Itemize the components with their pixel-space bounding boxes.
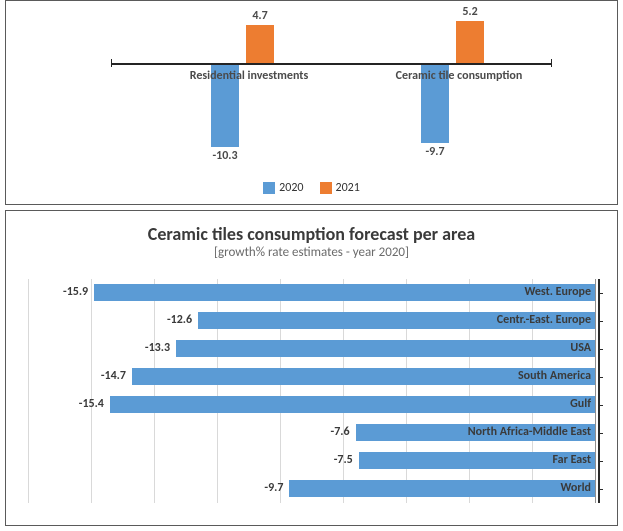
hbar-value: -14.7	[101, 369, 132, 383]
hbar-category: Gulf	[570, 397, 591, 411]
x-axis	[111, 63, 551, 65]
legend-label: 2020	[279, 181, 303, 195]
right-tick	[598, 433, 603, 434]
hbar-category: South America	[518, 369, 591, 383]
table-row: -12.6 Centr.-East. Europe	[24, 307, 599, 335]
bottom-chart: -15.9 West. Europe -12.6 Centr.-East. Europ…	[24, 277, 599, 507]
hbar-category: Far East	[552, 453, 591, 467]
hbar-value: -15.4	[79, 397, 110, 411]
hbar-value: -12.6	[167, 313, 198, 327]
bottom-subtitle: [growth% rate estimates - year 2020]	[16, 245, 607, 260]
right-tick	[598, 321, 603, 322]
hbar-value: -15.9	[63, 285, 94, 299]
axis-end-tick	[111, 59, 112, 67]
top-legend: 2020 2021	[6, 181, 617, 198]
top-category-label: Ceramic tile consumption	[396, 69, 523, 83]
hbar-category: World	[560, 481, 591, 495]
right-tick	[598, 377, 603, 378]
right-tick	[598, 405, 603, 406]
legend-item: 2020	[263, 181, 303, 195]
table-row: -9.7 World	[24, 475, 599, 503]
hbar-value: -13.3	[145, 341, 176, 355]
right-tick	[598, 293, 603, 294]
axis-end-tick	[551, 59, 552, 67]
top-bar	[456, 21, 484, 63]
hbar-category: North Africa-Middle East	[468, 425, 591, 439]
table-row: -7.6 North Africa-Middle East	[24, 419, 599, 447]
legend-swatch	[263, 182, 275, 194]
table-row: -13.3 USA	[24, 335, 599, 363]
hbar	[110, 396, 595, 413]
table-row: -7.5 Far East	[24, 447, 599, 475]
table-row: -15.4 Gulf	[24, 391, 599, 419]
page: -10.3 4.7 -9.7 5.2 Residential investments Ce…	[0, 0, 623, 531]
legend-label: 2021	[336, 181, 360, 195]
top-category-label: Residential investments	[190, 69, 309, 83]
hbar-category: West. Europe	[524, 285, 591, 299]
right-tick	[598, 489, 603, 490]
hbar	[289, 480, 595, 497]
hbar-value: -9.7	[264, 481, 289, 495]
hbar	[94, 284, 595, 301]
top-bar	[246, 25, 274, 63]
bottom-title: Ceramic tiles consumption forecast per a…	[16, 223, 607, 245]
top-bar-value: 5.2	[462, 5, 477, 19]
right-tick	[598, 461, 603, 462]
top-chart: -10.3 4.7 -9.7 5.2 Residential investments Ce…	[111, 1, 551, 161]
panel-bottom: Ceramic tiles consumption forecast per a…	[5, 210, 618, 526]
hbar	[176, 340, 595, 357]
panel-top: -10.3 4.7 -9.7 5.2 Residential investments Ce…	[5, 0, 618, 205]
table-row: -15.9 West. Europe	[24, 279, 599, 307]
legend-swatch	[320, 182, 332, 194]
hbar-value: -7.6	[331, 425, 356, 439]
table-row: -14.7 South America	[24, 363, 599, 391]
hbar-category: USA	[570, 341, 591, 355]
top-bar-value: -10.3	[212, 149, 237, 163]
top-bar-value: -9.7	[425, 145, 444, 159]
hbar-value: -7.5	[334, 453, 359, 467]
right-tick	[598, 349, 603, 350]
hbar-category: Centr.-East. Europe	[497, 313, 591, 327]
legend-item: 2021	[320, 181, 360, 195]
top-bar-value: 4.7	[252, 9, 267, 23]
bottom-inner: Ceramic tiles consumption forecast per a…	[16, 219, 607, 517]
